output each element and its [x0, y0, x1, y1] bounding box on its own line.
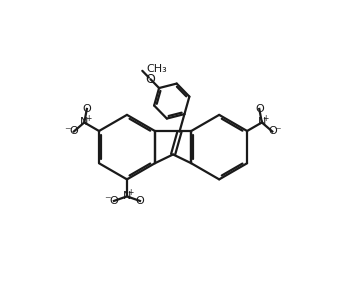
Text: +: +: [85, 114, 91, 123]
Text: O: O: [109, 196, 118, 206]
Text: N: N: [80, 118, 88, 128]
Text: CH₃: CH₃: [146, 64, 167, 74]
Text: +: +: [263, 114, 269, 123]
Text: O: O: [268, 126, 277, 136]
Text: O: O: [146, 73, 156, 86]
Text: ⁻: ⁻: [64, 125, 71, 138]
Text: ⁻: ⁻: [274, 125, 281, 138]
Text: ⁻: ⁻: [104, 194, 111, 207]
Text: N: N: [258, 118, 266, 128]
Text: O: O: [255, 104, 264, 114]
Text: N: N: [123, 192, 131, 201]
Text: O: O: [136, 196, 144, 206]
Text: O: O: [69, 126, 78, 136]
Text: O: O: [82, 104, 91, 114]
Text: +: +: [127, 188, 134, 197]
